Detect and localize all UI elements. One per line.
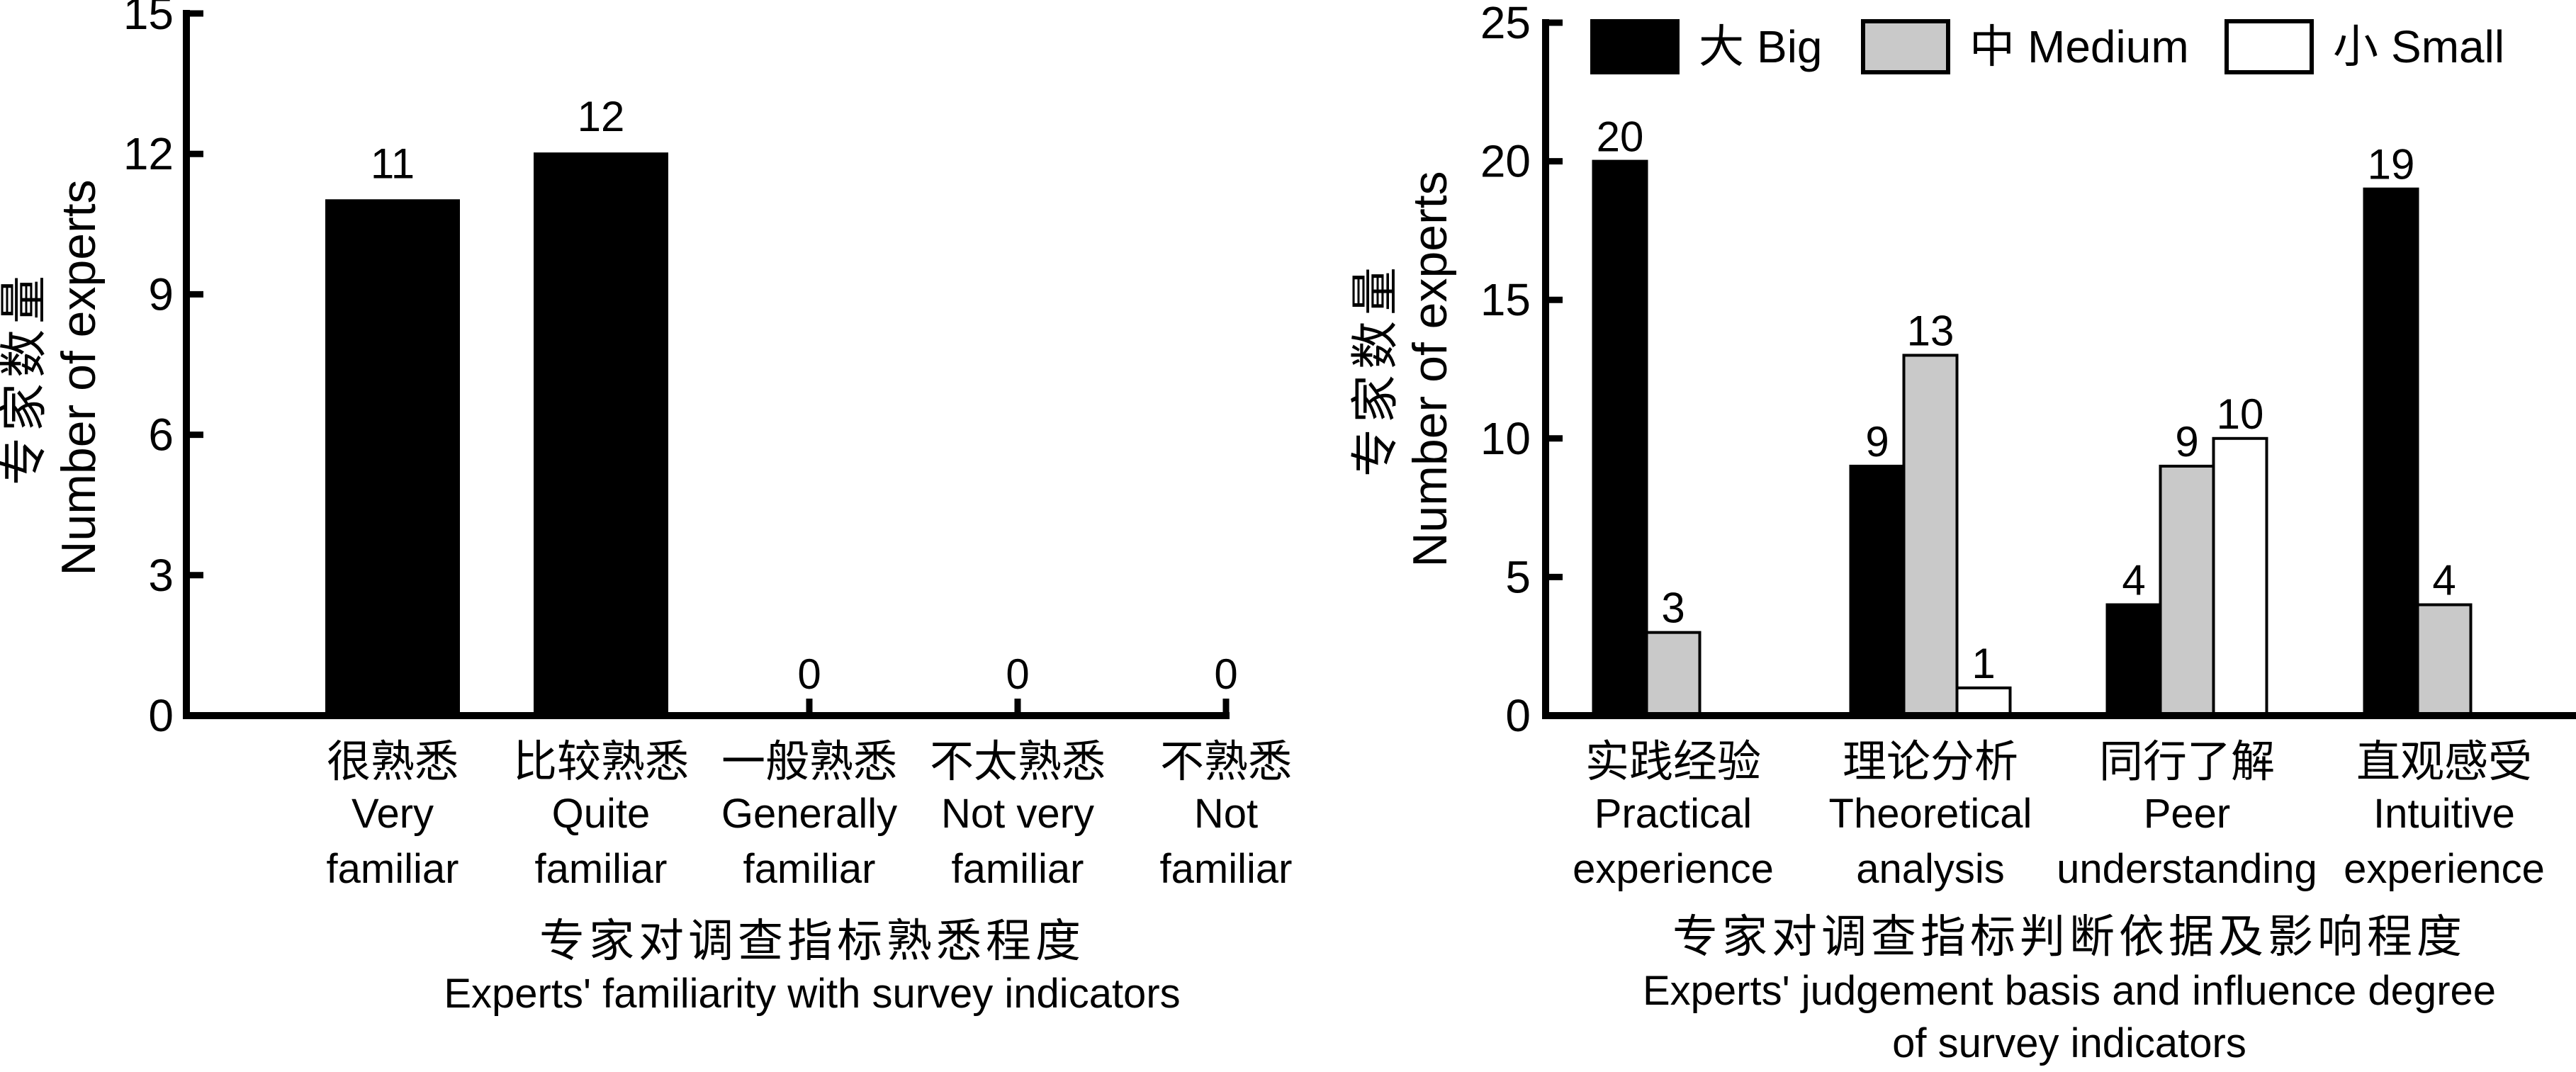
bar-value-label: 0 — [797, 650, 821, 698]
bar-value-label: 0 — [1214, 650, 1237, 698]
x-category-label-en: Intuitive — [2373, 791, 2515, 837]
bar-medium-1 — [1902, 354, 1959, 717]
x-axis-title-en: of survey indicators — [1892, 1020, 2246, 1066]
x-category-label-en: experience — [1573, 846, 1774, 892]
x-category-label-en: Not very — [941, 791, 1094, 837]
x-category-label-en: Generally — [721, 791, 897, 837]
legend-swatch-big-icon — [1590, 19, 1680, 74]
x-category-label-zh: 理论分析 — [1843, 738, 2018, 786]
x-category-label-en: familiar — [535, 846, 668, 892]
bar-value-label: 9 — [1865, 418, 1889, 466]
axes — [1542, 19, 2576, 719]
x-category-label-zh: 比较熟悉 — [513, 738, 689, 786]
x-category-label-en: Not — [1194, 791, 1258, 837]
y-axis-label-en: Number of experts — [1403, 171, 1457, 567]
y-tick-label: 3 — [148, 550, 174, 601]
bar-big-0 — [1592, 159, 1648, 718]
x-category-label-en: Quite — [552, 791, 651, 837]
legend-label-zh: 小 — [2333, 21, 2378, 72]
x-category-label-zh: 不熟悉 — [1160, 738, 1292, 786]
x-category-label-en: Very — [351, 791, 434, 837]
x-category-label-zh: 不太熟悉 — [930, 738, 1106, 786]
bar-small-1 — [1955, 686, 2012, 718]
x-category-label-en: experience — [2344, 846, 2545, 892]
x-category-label-zh: 实践经验 — [1585, 738, 1761, 786]
x-axis-title-zh: 专家对调查指标熟悉程度 — [539, 915, 1085, 966]
bar-value-label: 11 — [371, 140, 415, 187]
legend-swatch-medium-icon — [1861, 19, 1950, 74]
legend-label-en: Small — [2391, 21, 2504, 72]
bar-value-label: 4 — [2432, 557, 2456, 604]
bar-medium-3 — [2416, 603, 2473, 718]
x-category-label-en: familiar — [1160, 846, 1293, 892]
y-tick-label: 12 — [123, 128, 174, 179]
x-axis-title-zh: 专家对调查指标判断依据及影响程度 — [1672, 911, 2466, 962]
legend-label-en: Medium — [2027, 21, 2189, 72]
bar-value-label: 13 — [1907, 307, 1955, 354]
y-tick-label: 5 — [1505, 551, 1531, 602]
legend-label: 中 Medium — [1969, 21, 2189, 72]
bar-value-label: 12 — [578, 93, 625, 140]
familiarity-chart: 0 3 6 9 12 15 11 12 0 0 0 很熟悉 Very familiar 比较熟悉 Quite f… — [0, 0, 1292, 1017]
bar-value-label: 10 — [2217, 390, 2264, 438]
axes — [183, 10, 1230, 719]
legend-label-en: Big — [1757, 21, 1823, 72]
y-tick-label: 6 — [148, 410, 174, 461]
x-axis-title-en: Experts' familiarity with survey indicat… — [444, 971, 1180, 1017]
y-tick-label: 15 — [1480, 274, 1531, 325]
x-category-label-zh: 直观感受 — [2356, 738, 2532, 786]
bar-value-label: 19 — [2368, 141, 2415, 188]
bar-small-2 — [2212, 436, 2268, 717]
legend-swatch-small-icon — [2225, 19, 2314, 74]
legend-label: 大 Big — [1699, 21, 1823, 72]
y-axis-label-en: Number of experts — [52, 179, 106, 575]
bar-value-label: 9 — [2175, 418, 2198, 466]
legend-label-zh: 大 — [1699, 21, 1744, 72]
x-category-label-en: familiar — [743, 846, 876, 892]
x-category-label-zh: 很熟悉 — [327, 738, 459, 786]
judgement-chart: 0 5 10 15 20 25 20 9 4 19 3 13 9 4 1 10 实践经验 Practical exp… — [1349, 0, 2576, 1066]
bar-big-1 — [1849, 464, 1906, 717]
y-tick-label: 20 — [1480, 136, 1531, 187]
y-tick-label: 15 — [123, 0, 174, 39]
bar-value-label: 20 — [1597, 113, 1644, 161]
x-category-label-zh: 同行了解 — [2099, 738, 2275, 786]
y-tick-label: 0 — [1505, 690, 1531, 741]
y-tick-label: 10 — [1480, 413, 1531, 464]
bar-value-label: 0 — [1006, 650, 1029, 698]
y-axis-label-zh: 专家数量 — [0, 270, 51, 485]
x-category-label-zh: 一般熟悉 — [721, 738, 897, 786]
y-tick-label: 25 — [1480, 0, 1531, 48]
bar-1 — [534, 152, 668, 717]
x-category-label-en: Peer — [2144, 791, 2231, 837]
legend-label-zh: 中 — [1969, 21, 2015, 72]
x-category-label-en: analysis — [1856, 846, 2005, 892]
x-category-label-en: familiar — [327, 846, 459, 892]
x-category-label-en: familiar — [952, 846, 1084, 892]
bar-value-label: 3 — [1661, 585, 1684, 632]
y-tick-label: 0 — [148, 690, 174, 741]
x-category-label-en: Practical — [1594, 791, 1752, 837]
bar-medium-0 — [1645, 631, 1702, 718]
bar-0 — [325, 199, 460, 717]
x-category-label-en: Theoretical — [1829, 791, 2032, 837]
legend-label: 小 Small — [2333, 21, 2504, 72]
bar-big-3 — [2363, 187, 2419, 718]
y-axis-label-zh: 专家数量 — [1349, 261, 1402, 477]
y-tick-label: 9 — [148, 269, 174, 320]
bar-medium-2 — [2159, 464, 2215, 717]
x-category-label-en: understanding — [2057, 846, 2317, 892]
bar-big-2 — [2105, 603, 2162, 718]
x-axis-title-en: Experts' judgement basis and influence d… — [1643, 968, 2496, 1014]
bar-value-label: 4 — [2122, 557, 2145, 604]
bar-value-label: 1 — [1972, 640, 1995, 687]
